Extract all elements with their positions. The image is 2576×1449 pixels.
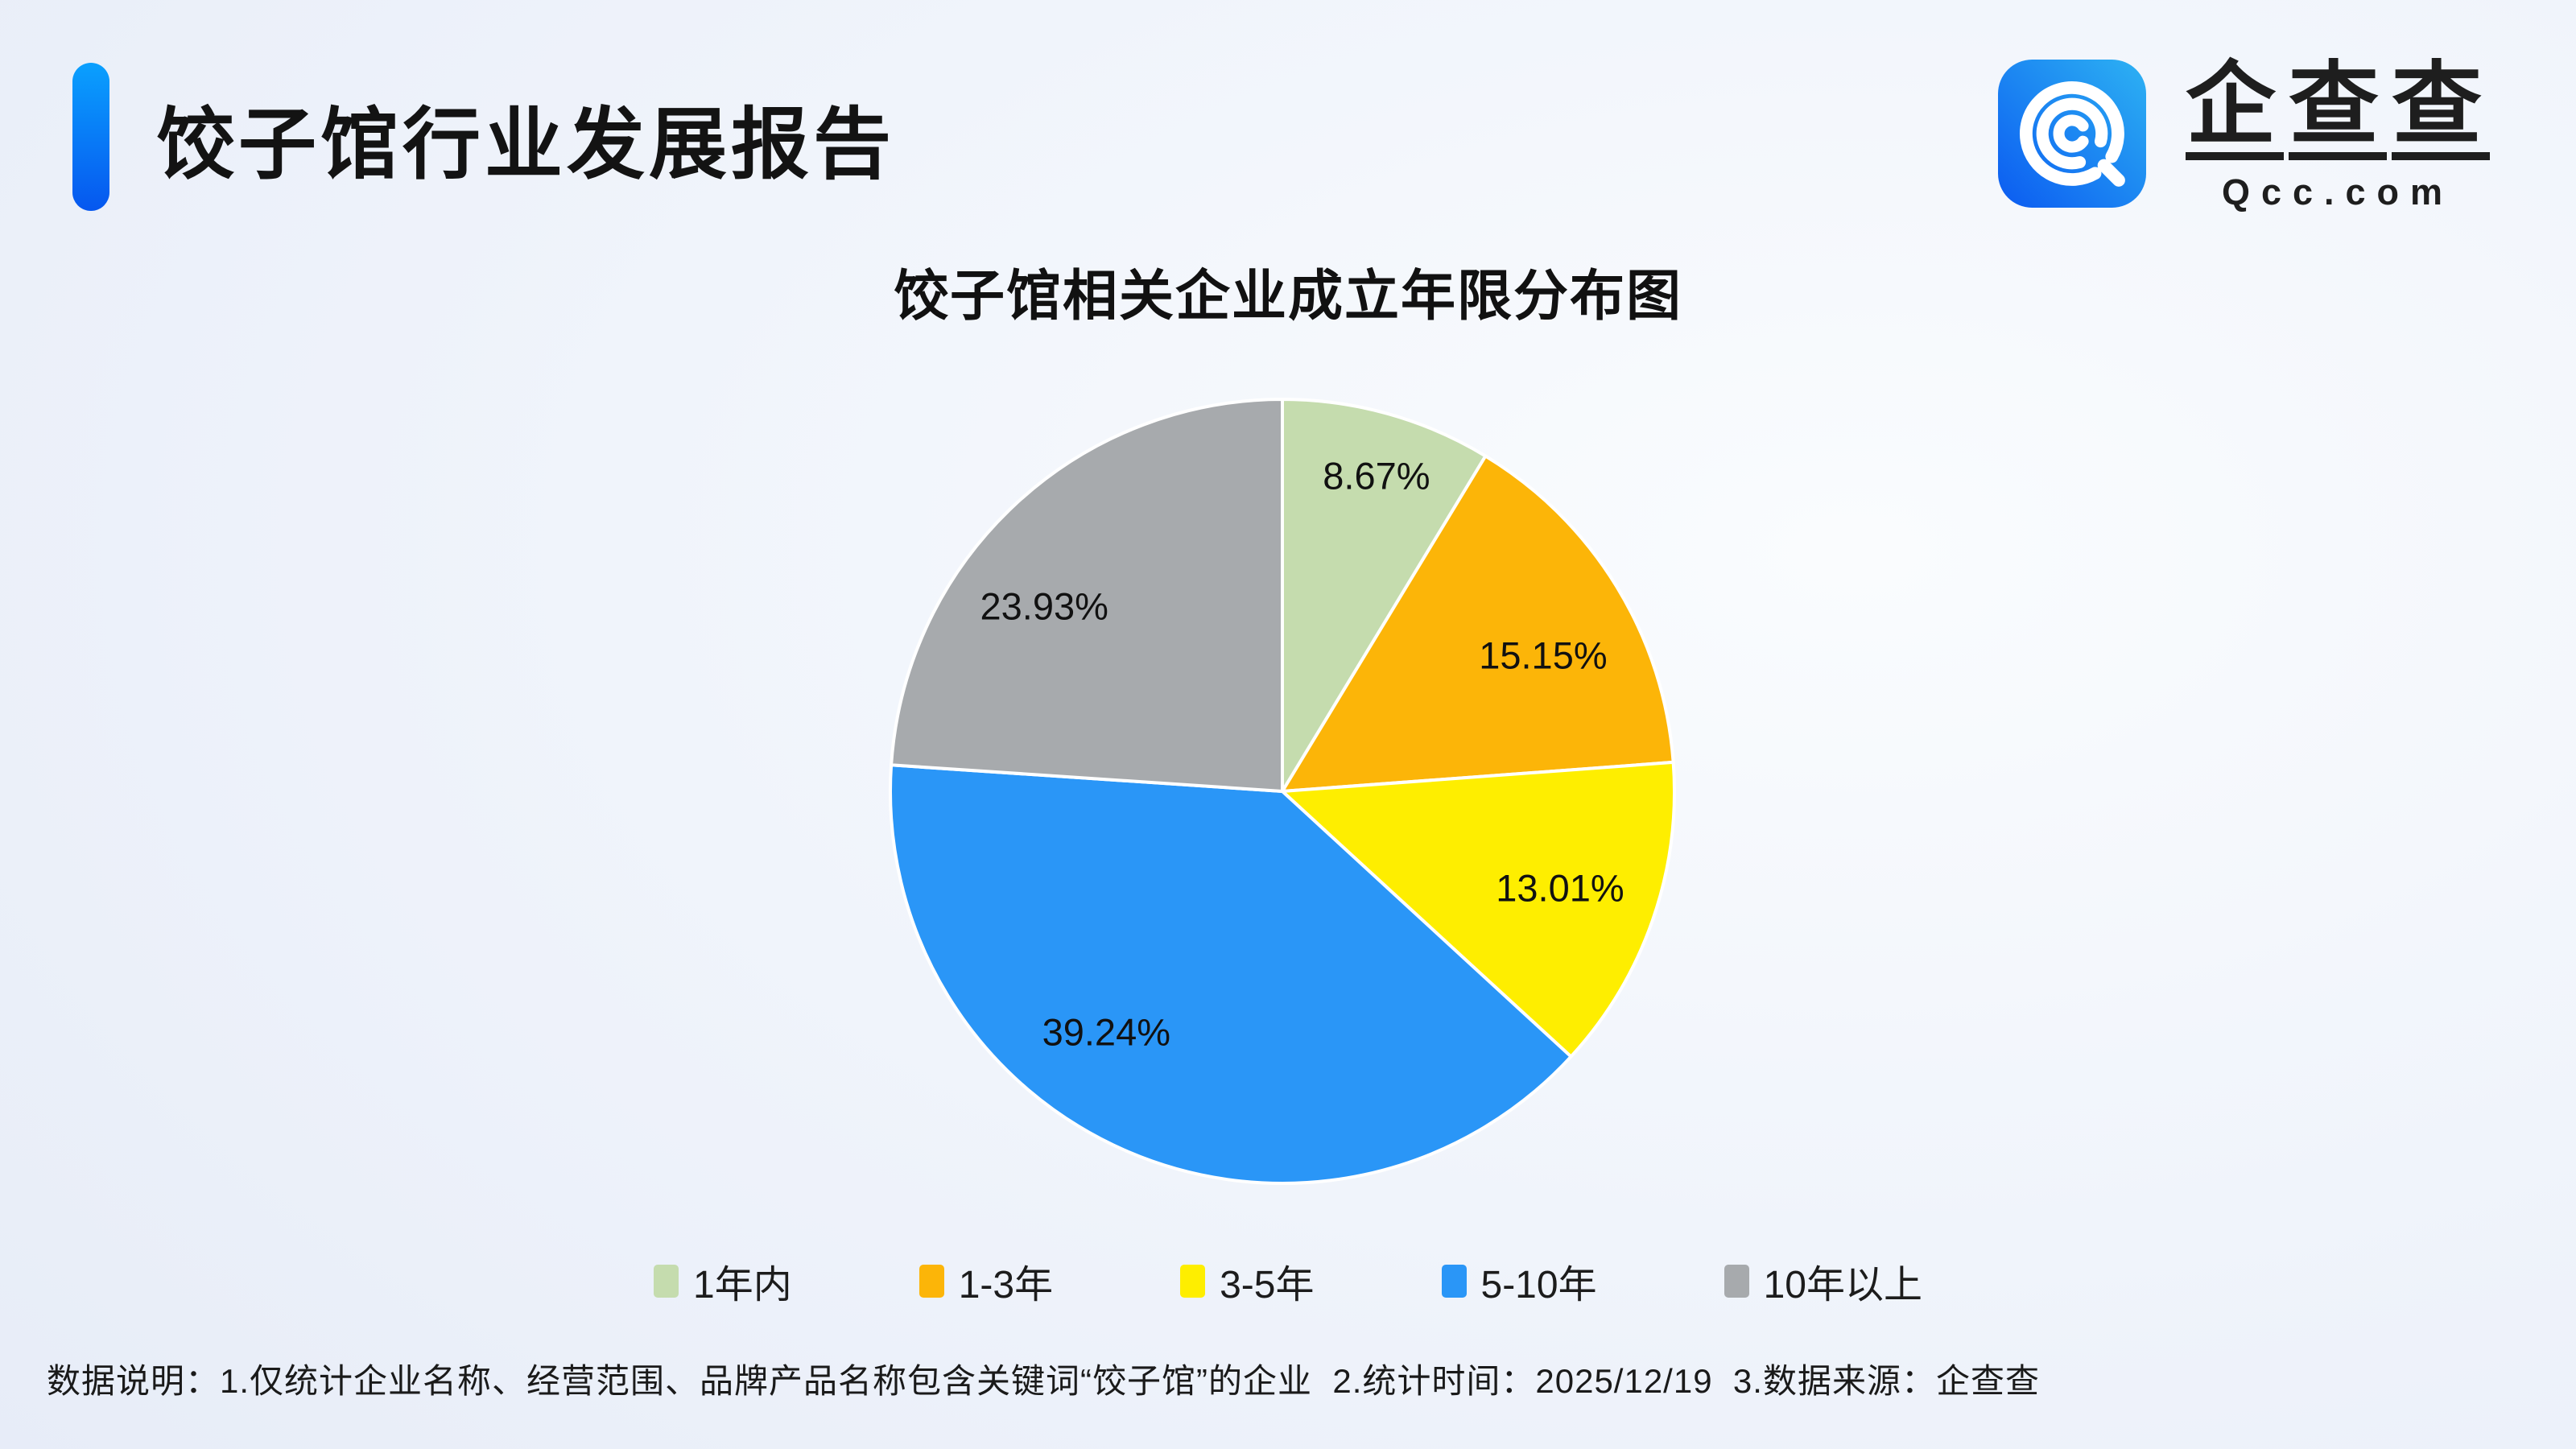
legend-swatch-4 bbox=[1724, 1264, 1749, 1298]
brand-name-char: 企 bbox=[2186, 60, 2284, 160]
pie-slice-label-3: 39.24% bbox=[1042, 1010, 1170, 1054]
legend-label-2: 3-5年 bbox=[1220, 1264, 1315, 1307]
qcc-logo-icon bbox=[1998, 60, 2146, 208]
legend-label-3: 5-10年 bbox=[1480, 1264, 1597, 1307]
brand-name-char: 查 bbox=[2392, 60, 2490, 160]
title-accent-bar bbox=[72, 63, 109, 211]
pie-slice-label-4: 23.93% bbox=[980, 584, 1108, 627]
legend-swatch-3 bbox=[1441, 1264, 1467, 1298]
legend-item-3[interactable]: 5-10年 bbox=[1441, 1253, 1597, 1309]
chart-legend: 1年内 1-3年 3-5年 5-10年 10年以上 bbox=[0, 1253, 2576, 1309]
brand-name: 企查查 bbox=[2183, 60, 2492, 160]
page-title: 饺子馆行业发展报告 bbox=[156, 100, 895, 188]
brand-name-char: 查 bbox=[2289, 60, 2387, 160]
legend-item-4[interactable]: 10年以上 bbox=[1724, 1253, 1922, 1309]
pie-chart: 8.67% 15.15% 13.01% 39.24% 23.93% bbox=[884, 393, 1681, 1190]
pie-slice-3[interactable] bbox=[889, 763, 1573, 1185]
pie-slice-label-1: 15.15% bbox=[1479, 634, 1608, 677]
pie-slice-1[interactable] bbox=[1281, 454, 1675, 793]
legend-swatch-1 bbox=[919, 1264, 944, 1298]
legend-label-0: 1年内 bbox=[693, 1264, 792, 1307]
pie-svg bbox=[889, 398, 1676, 1185]
legend-item-0[interactable]: 1年内 bbox=[654, 1253, 792, 1309]
legend-label-1: 1-3年 bbox=[958, 1264, 1054, 1307]
qcc-brand-logo: 企查查 Qcc.com bbox=[1998, 60, 2492, 213]
brand-domain: Qcc.com bbox=[2221, 171, 2454, 213]
legend-item-1[interactable]: 1-3年 bbox=[919, 1253, 1053, 1309]
pie-slice-4[interactable] bbox=[890, 398, 1284, 793]
pie-slice-label-2: 13.01% bbox=[1496, 866, 1624, 910]
footer-data-note: 数据说明：1.仅统计企业名称、经营范围、品牌产品名称包含关键词“饺子馆”的企业 … bbox=[47, 1362, 2040, 1400]
pie-slice-label-0: 8.67% bbox=[1323, 454, 1430, 497]
chart-title: 饺子馆相关企业成立年限分布图 bbox=[893, 266, 1682, 327]
legend-label-4: 10年以上 bbox=[1763, 1264, 1922, 1307]
pie-slice-2[interactable] bbox=[1281, 760, 1676, 1059]
pie-slice-0[interactable] bbox=[1281, 398, 1488, 793]
legend-item-2[interactable]: 3-5年 bbox=[1180, 1253, 1315, 1309]
legend-swatch-2 bbox=[1180, 1264, 1206, 1298]
legend-swatch-0 bbox=[654, 1264, 679, 1298]
